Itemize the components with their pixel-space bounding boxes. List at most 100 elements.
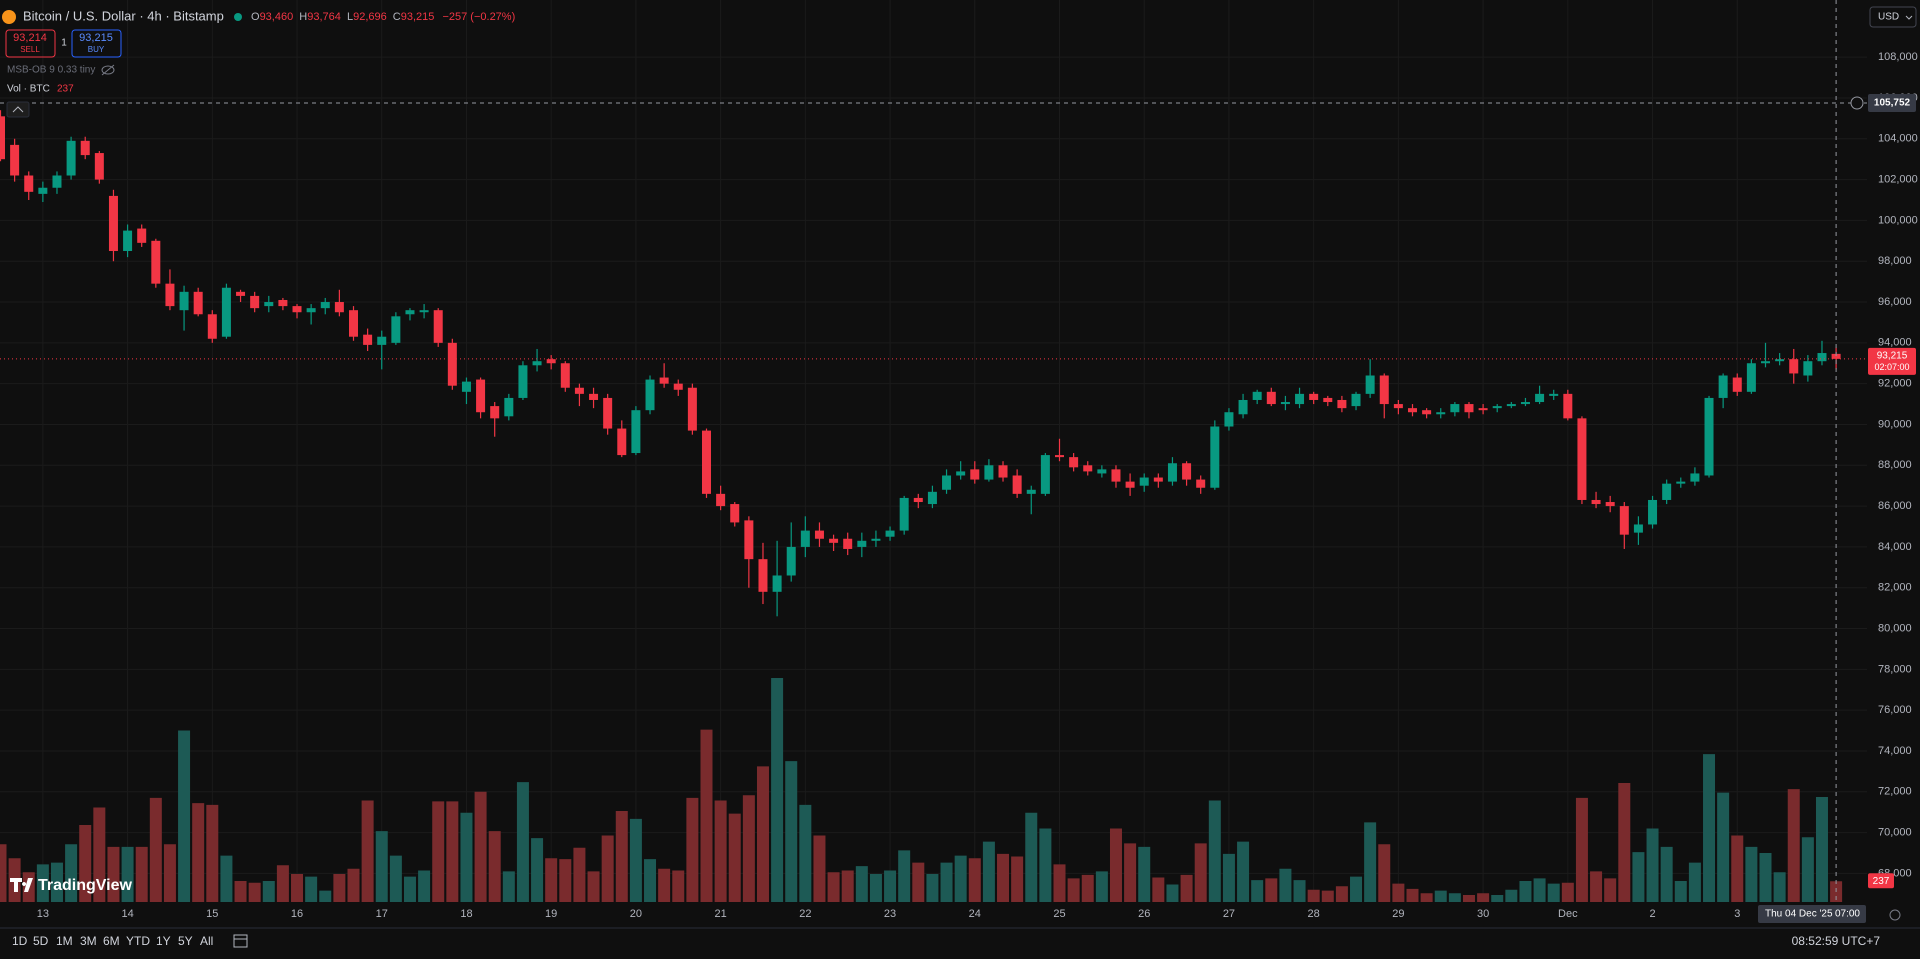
overlays — [0, 0, 1867, 902]
countdown: 02:07:00 — [1874, 362, 1909, 372]
candle-body — [1831, 353, 1841, 359]
ohlc-legend: O93,460 H93,764 L92,696 C93,215 −257 (−0… — [251, 11, 515, 23]
volume-bar — [869, 874, 882, 902]
candle-body — [786, 546, 796, 576]
volume-bar — [361, 800, 374, 902]
settings-icon[interactable] — [1889, 909, 1901, 921]
candle-body — [292, 306, 302, 313]
range-button[interactable]: YTD — [126, 934, 150, 948]
volume-pane — [0, 678, 1843, 902]
candle-body — [1012, 475, 1022, 494]
add-alert-icon[interactable] — [1850, 96, 1864, 110]
x-tick-label: 16 — [291, 908, 303, 920]
candle-body — [1732, 377, 1742, 392]
volume-bar — [1533, 878, 1546, 902]
volume-bar — [756, 766, 769, 902]
ohlc-key: H — [299, 11, 307, 23]
volume-bar — [799, 804, 812, 902]
x-tick-label: 29 — [1392, 908, 1404, 920]
candle-body — [687, 387, 697, 431]
volume-bar — [36, 864, 49, 902]
x-tick-label: 26 — [1138, 908, 1150, 920]
candle-body — [377, 336, 387, 345]
volume-bar — [1392, 883, 1405, 902]
candle-body — [730, 504, 740, 523]
volume-legend[interactable]: Vol · BTC — [7, 84, 50, 95]
volume-bar — [1251, 880, 1264, 902]
volume-value-box — [1868, 873, 1894, 889]
collapse-button[interactable] — [6, 101, 30, 118]
range-button[interactable]: All — [200, 934, 213, 948]
range-button[interactable]: 5Y — [178, 934, 193, 948]
volume-bar — [163, 844, 176, 902]
candle-body — [1676, 481, 1686, 484]
range-button[interactable]: 1M — [56, 934, 73, 948]
candle-body — [151, 240, 161, 284]
candle-body — [1605, 502, 1615, 507]
volume-bar — [841, 870, 854, 902]
candle-body — [1111, 469, 1121, 482]
sell-price: 93,214 — [13, 32, 47, 44]
volume-bar — [1703, 754, 1716, 902]
candle-body — [123, 230, 133, 252]
volume-bar — [1801, 837, 1814, 902]
candle-body — [1746, 363, 1756, 392]
candle-body — [1563, 393, 1573, 419]
candle-body — [1097, 469, 1107, 474]
candle-body — [702, 430, 711, 494]
candle-body — [772, 575, 782, 592]
range-button[interactable]: 1Y — [156, 934, 171, 948]
candle-body — [1238, 399, 1248, 415]
grid — [0, 0, 1867, 902]
quantity[interactable]: 1 — [61, 38, 67, 49]
volume-bar — [1561, 882, 1574, 902]
symbol-title[interactable]: Bitcoin / U.S. Dollar · 4h · Bitstamp — [23, 8, 224, 23]
candle-body — [1153, 477, 1163, 482]
range-button[interactable]: 3M — [80, 934, 97, 948]
volume-bar — [389, 855, 402, 902]
range-button[interactable]: 5D — [33, 934, 49, 948]
volume-bar — [276, 865, 289, 902]
candle-body — [447, 342, 457, 386]
volume-bar — [1067, 878, 1080, 902]
x-tick-label: Dec — [1558, 908, 1578, 920]
volume-bar — [502, 871, 515, 902]
x-tick-label: 14 — [121, 908, 133, 920]
candle-body — [1280, 402, 1290, 405]
candle-body — [349, 310, 358, 337]
volume-bar — [1745, 846, 1758, 902]
volume-bar — [1364, 822, 1377, 902]
volume-bar — [1180, 874, 1193, 902]
calendar-icon[interactable] — [233, 934, 248, 948]
sell-button[interactable] — [5, 29, 56, 58]
volume-bar — [121, 846, 134, 902]
candle-body — [1379, 375, 1389, 405]
indicator-legend[interactable]: MSB-OB 9 0.33 tiny — [7, 65, 95, 76]
volume-bar — [1434, 890, 1447, 902]
symbol-icon — [2, 10, 16, 24]
candle-body — [278, 299, 288, 307]
candle-body — [179, 291, 189, 311]
volume-bar — [488, 831, 501, 902]
volume-bar — [1237, 841, 1250, 902]
volume-bar — [1350, 876, 1363, 902]
hide-icon[interactable] — [101, 64, 115, 76]
buy-button[interactable] — [71, 29, 122, 58]
clock[interactable]: 08:52:59 UTC+7 — [1792, 934, 1881, 948]
currency-button[interactable] — [1869, 6, 1917, 28]
candle-body — [165, 283, 175, 307]
volume-bar — [785, 761, 798, 902]
y-tick-label: 80,000 — [1878, 622, 1912, 634]
x-tick-label: 20 — [630, 908, 642, 920]
volume-bar — [1307, 889, 1320, 902]
range-button[interactable]: 6M — [103, 934, 120, 948]
range-button[interactable]: 1D — [12, 934, 28, 948]
volume-bar — [0, 844, 7, 902]
y-tick-label: 94,000 — [1878, 337, 1912, 349]
volume-bar — [559, 859, 572, 902]
candle-body — [490, 406, 500, 419]
candle-body — [461, 381, 471, 392]
candle-body — [1069, 457, 1079, 468]
volume-bar — [1731, 835, 1744, 902]
candle-body — [236, 291, 246, 296]
